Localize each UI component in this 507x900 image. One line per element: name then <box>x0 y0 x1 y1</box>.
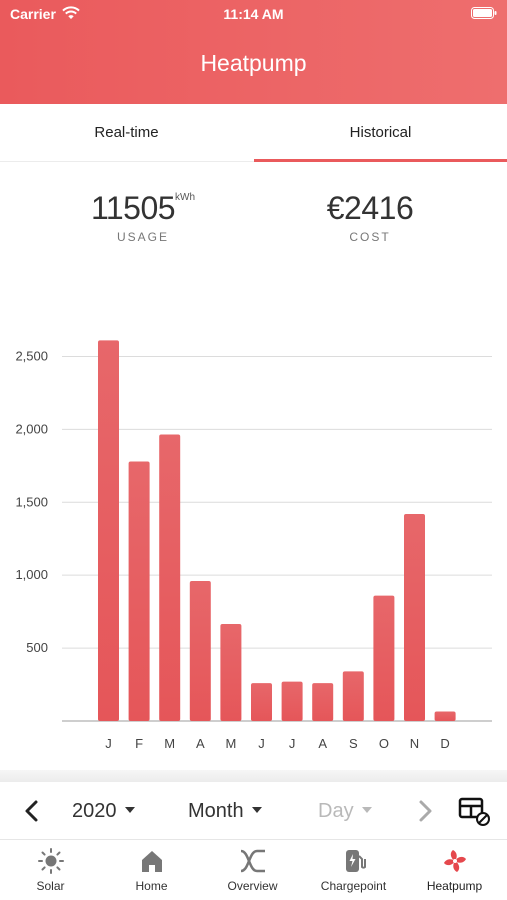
usage-stat: 11505kWh USAGE <box>43 190 243 244</box>
x-tick-label: A <box>196 736 205 751</box>
usage-bar-chart: 500 1,000 1,500 2,000 2,500 J F M A M J J A S O N D <box>15 340 492 751</box>
next-period-button[interactable] <box>415 782 439 840</box>
y-tick-label: 500 <box>26 640 48 655</box>
tab-bar: Real-time Historical <box>0 104 507 162</box>
bar[interactable] <box>281 681 303 721</box>
status-bar: Carrier 11:14 AM <box>0 0 507 30</box>
bar[interactable] <box>404 513 425 721</box>
nav-item-overview[interactable]: Overview <box>202 847 303 893</box>
nav-label-solar: Solar <box>36 879 65 893</box>
usage-unit: kWh <box>175 192 196 203</box>
nav-label-heatpump: Heatpump <box>426 879 483 893</box>
bar[interactable] <box>189 581 211 721</box>
battery-icon <box>471 7 497 19</box>
bar[interactable] <box>159 434 181 721</box>
x-tick-label: J <box>258 736 265 751</box>
app-header: Carrier 11:14 AM Heatpump <box>0 0 507 104</box>
nav-item-chargepoint[interactable]: Chargepoint <box>303 847 404 893</box>
cost-value: €2416 <box>326 190 414 226</box>
tab-historical[interactable]: Historical <box>349 124 412 141</box>
period-value: Month <box>188 800 244 822</box>
nav-label-home: Home <box>135 879 168 893</box>
x-tick-label: M <box>164 736 175 751</box>
bar[interactable] <box>373 595 395 721</box>
period-controls: 2020 Month Day <box>0 782 507 840</box>
usage-label: USAGE <box>116 230 169 244</box>
chevron-left-icon <box>25 800 38 822</box>
chargepoint-icon <box>345 850 366 872</box>
page-title: Heatpump <box>200 50 307 76</box>
x-tick-label: M <box>225 736 236 751</box>
bar[interactable] <box>220 624 242 721</box>
nav-item-solar[interactable]: Solar <box>0 847 101 893</box>
x-tick-label: J <box>105 736 112 751</box>
x-tick-label: N <box>410 736 419 751</box>
y-tick-label: 2,000 <box>15 421 48 436</box>
caret-down-icon <box>361 806 372 813</box>
table-view-toggle-icon[interactable] <box>458 797 492 827</box>
fan-icon <box>443 850 466 872</box>
active-tab-indicator <box>254 159 507 162</box>
sun-icon <box>37 848 64 874</box>
home-icon <box>141 851 162 872</box>
period-select[interactable]: Month <box>188 782 262 840</box>
bottom-nav: Solar Home Overview Chargepoint <box>0 841 507 900</box>
overview-icon <box>240 849 265 873</box>
bar[interactable] <box>434 711 456 721</box>
bar[interactable] <box>98 340 119 721</box>
x-tick-label: A <box>318 736 327 751</box>
x-tick-label: J <box>289 736 296 751</box>
section-divider <box>0 770 507 782</box>
y-tick-label: 1,000 <box>15 567 48 582</box>
x-tick-label: F <box>135 736 143 751</box>
y-tick-label: 2,500 <box>15 348 48 363</box>
x-tick-label: O <box>379 736 389 751</box>
nav-item-heatpump[interactable]: Heatpump <box>404 847 505 893</box>
usage-value: 11505 <box>90 190 176 226</box>
granularity-value: Day <box>318 800 354 822</box>
cost-label: COST <box>349 230 391 244</box>
year-value: 2020 <box>72 800 117 822</box>
nav-label-chargepoint: Chargepoint <box>320 879 387 893</box>
x-tick-label: D <box>440 736 449 751</box>
summary-stats: 11505kWh USAGE €2416 COST <box>0 190 507 250</box>
tab-real-time[interactable]: Real-time <box>94 124 159 141</box>
granularity-select[interactable]: Day <box>318 782 372 840</box>
caret-down-icon <box>124 806 135 813</box>
x-tick-label: S <box>349 736 358 751</box>
bar[interactable] <box>342 671 364 721</box>
y-tick-label: 1,500 <box>15 494 48 509</box>
bar[interactable] <box>128 461 150 721</box>
caret-down-icon <box>251 806 262 813</box>
wifi-icon <box>62 6 80 19</box>
chevron-right-icon <box>419 800 432 822</box>
carrier-label: Carrier <box>10 6 56 22</box>
bar[interactable] <box>312 683 334 721</box>
nav-label-overview: Overview <box>227 879 278 893</box>
cost-stat: €2416 COST <box>270 190 470 244</box>
clock: 11:14 AM <box>223 6 284 22</box>
previous-period-button[interactable] <box>22 782 46 840</box>
nav-item-home[interactable]: Home <box>101 847 202 893</box>
year-select[interactable]: 2020 <box>72 782 135 840</box>
bar[interactable] <box>251 683 272 721</box>
